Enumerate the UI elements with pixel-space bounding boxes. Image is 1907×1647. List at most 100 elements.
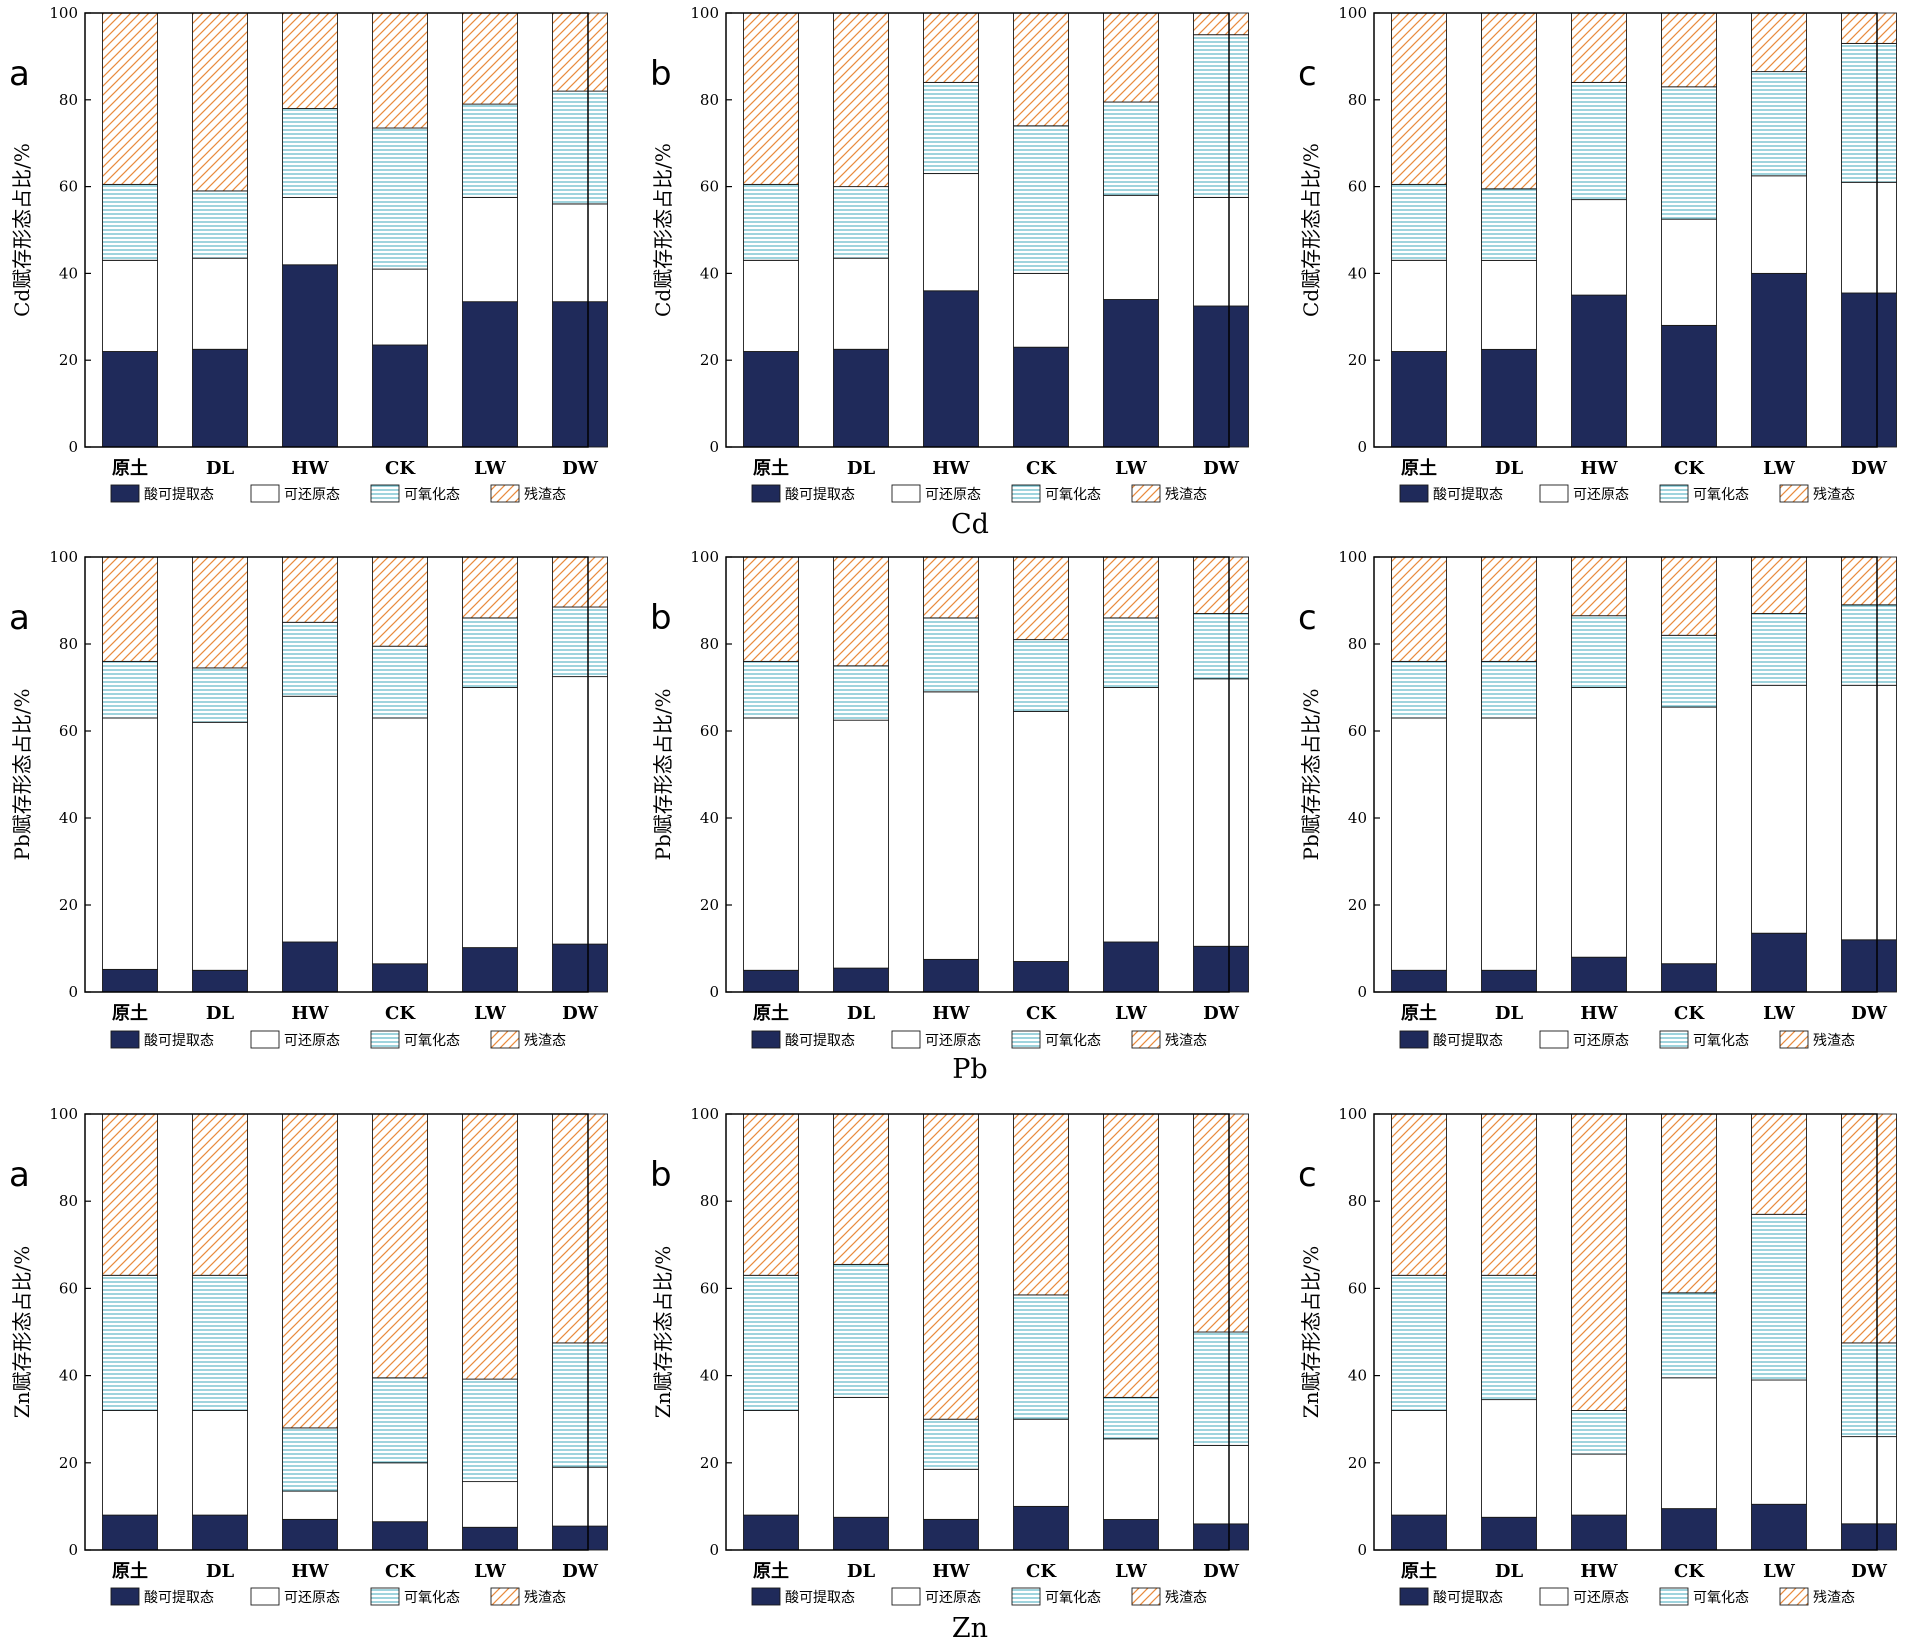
legend-swatch bbox=[1779, 484, 1809, 503]
bar-segment-DW-可氧化态 bbox=[1193, 613, 1249, 680]
bar-segment-DL-可还原态 bbox=[192, 257, 248, 350]
category-label: CK bbox=[1026, 1003, 1057, 1024]
bar-segment-HW-可还原态 bbox=[923, 1468, 979, 1520]
bar-segment-HW-可氧化态 bbox=[923, 617, 979, 693]
bar-segment-DL-可还原态 bbox=[192, 1410, 248, 1516]
category-label: CK bbox=[385, 1561, 416, 1582]
legend-swatch bbox=[1779, 1587, 1809, 1606]
bar-segment-HW-可氧化态 bbox=[923, 81, 979, 174]
legend-label: 可还原态 bbox=[284, 1033, 340, 1049]
bar-segment-CK-可还原态 bbox=[1661, 218, 1717, 326]
category-label: CK bbox=[1674, 458, 1705, 479]
bar-segment-LW-残渣态 bbox=[462, 1113, 518, 1380]
bar-segment-DW-可还原态 bbox=[1841, 684, 1897, 941]
category-label: CK bbox=[1026, 1561, 1057, 1582]
bar-segment-原土-残渣态 bbox=[1391, 556, 1447, 662]
y-tick-label: 60 bbox=[59, 1279, 78, 1297]
bar-segment-LW-可还原态 bbox=[1103, 194, 1159, 300]
y-tick-label: 80 bbox=[59, 91, 78, 109]
panel-zn-c: 原土 DL HW CK LW DW 0 20 40 60 80 100 Zn赋存形态占比/% c 酸可提取态… bbox=[1298, 1105, 1897, 1606]
legend-label: 可还原态 bbox=[284, 1590, 340, 1606]
legend: 酸可提取态 可还原态 可氧化态 残渣态 bbox=[751, 1030, 1207, 1049]
legend-label: 残渣态 bbox=[1165, 1033, 1207, 1049]
bar-segment-原土-酸可提取态 bbox=[743, 969, 799, 993]
bar-segment-DW-可还原态 bbox=[552, 1466, 608, 1527]
bar-segment-HW-酸可提取态 bbox=[1571, 294, 1627, 448]
bar-segment-DW-可还原态 bbox=[1193, 678, 1249, 947]
y-tick-label: 100 bbox=[690, 4, 719, 22]
bar-segment-DW-残渣态 bbox=[1841, 556, 1897, 606]
category-label: HW bbox=[291, 1561, 329, 1582]
bar-segment-CK-可还原态 bbox=[1661, 706, 1717, 965]
y-tick-label: 100 bbox=[1338, 1105, 1367, 1123]
bar-segment-HW-残渣态 bbox=[282, 1113, 338, 1429]
plot-frame bbox=[725, 1113, 1230, 1551]
category-label: HW bbox=[932, 458, 970, 479]
bar-segment-CK-可氧化态 bbox=[1013, 125, 1069, 274]
category-label: 原土 bbox=[753, 1561, 789, 1582]
legend-swatch bbox=[1399, 1030, 1429, 1049]
bar-segment-DW-酸可提取态 bbox=[1193, 305, 1249, 448]
legend-swatch bbox=[250, 1587, 280, 1606]
plot-frame bbox=[725, 12, 1230, 448]
legend-label: 酸可提取态 bbox=[144, 487, 214, 503]
category-label: CK bbox=[1674, 1561, 1705, 1582]
legend-label: 可氧化态 bbox=[404, 1590, 460, 1606]
bar-segment-原土-残渣态 bbox=[743, 1113, 799, 1276]
legend-label: 可氧化态 bbox=[1693, 487, 1749, 503]
y-tick-label: 40 bbox=[700, 809, 719, 827]
bar-segment-CK-残渣态 bbox=[1013, 12, 1069, 127]
bar-segment-DL-酸可提取态 bbox=[833, 1516, 889, 1551]
legend-swatch bbox=[1779, 1030, 1809, 1049]
bar-segment-原土-可氧化态 bbox=[1391, 660, 1447, 719]
legend-swatch bbox=[1131, 1030, 1161, 1049]
bar-segment-CK-可氧化态 bbox=[1661, 1292, 1717, 1379]
bar-segment-DL-酸可提取态 bbox=[833, 967, 889, 993]
y-tick-label: 80 bbox=[1348, 91, 1367, 109]
bar-segment-原土-可还原态 bbox=[1391, 1410, 1447, 1516]
bar-segment-DL-可氧化态 bbox=[833, 186, 889, 259]
panel-letter: b bbox=[650, 1155, 672, 1195]
y-tick-label: 60 bbox=[1348, 722, 1367, 740]
bar-segment-DL-可氧化态 bbox=[833, 1263, 889, 1398]
bar-segment-CK-可氧化态 bbox=[372, 1377, 428, 1464]
legend-label: 可氧化态 bbox=[1045, 1590, 1101, 1606]
y-tick-label: 0 bbox=[1357, 983, 1367, 1001]
category-label: CK bbox=[1674, 1003, 1705, 1024]
category-label: DL bbox=[206, 1561, 235, 1582]
category-label: HW bbox=[1580, 1003, 1618, 1024]
y-axis-label: Cd赋存形态占比/% bbox=[1299, 143, 1323, 317]
legend-label: 酸可提取态 bbox=[785, 1033, 855, 1049]
y-tick-label: 40 bbox=[59, 809, 78, 827]
bar-segment-原土-可氧化态 bbox=[102, 1274, 158, 1411]
y-tick-label: 60 bbox=[700, 178, 719, 196]
category-label: DL bbox=[1495, 1561, 1524, 1582]
legend-label: 可还原态 bbox=[925, 1033, 981, 1049]
category-label: DL bbox=[206, 1003, 235, 1024]
category-label: DL bbox=[847, 1003, 876, 1024]
legend-swatch bbox=[1539, 484, 1569, 503]
bar-segment-DL-可氧化态 bbox=[192, 190, 248, 259]
legend-label: 可还原态 bbox=[1573, 1033, 1629, 1049]
bar-segment-HW-残渣态 bbox=[1571, 1113, 1627, 1411]
bar-segment-CK-残渣态 bbox=[1013, 1113, 1069, 1296]
bar-segment-HW-酸可提取态 bbox=[923, 958, 979, 993]
bar-segment-DL-可氧化态 bbox=[192, 667, 248, 723]
plot-frame bbox=[1373, 1113, 1878, 1551]
bar-segment-CK-可氧化态 bbox=[372, 127, 428, 270]
y-tick-label: 40 bbox=[1348, 264, 1367, 282]
bar-segment-原土-可还原态 bbox=[743, 717, 799, 971]
bar-segment-DL-可氧化态 bbox=[833, 665, 889, 721]
bar-segment-HW-残渣态 bbox=[923, 1113, 979, 1420]
bar-segment-CK-酸可提取态 bbox=[1013, 346, 1069, 448]
bar-segment-DW-可氧化态 bbox=[552, 606, 608, 678]
bar-segment-DW-残渣态 bbox=[1193, 556, 1249, 614]
category-label: LW bbox=[474, 1003, 506, 1024]
bar-segment-DL-可还原态 bbox=[833, 257, 889, 350]
y-tick-label: 20 bbox=[700, 351, 719, 369]
y-tick-label: 0 bbox=[709, 1541, 719, 1559]
y-tick-label: 40 bbox=[1348, 809, 1367, 827]
bar-segment-DL-酸可提取态 bbox=[1481, 969, 1537, 993]
legend-swatch bbox=[1399, 1587, 1429, 1606]
